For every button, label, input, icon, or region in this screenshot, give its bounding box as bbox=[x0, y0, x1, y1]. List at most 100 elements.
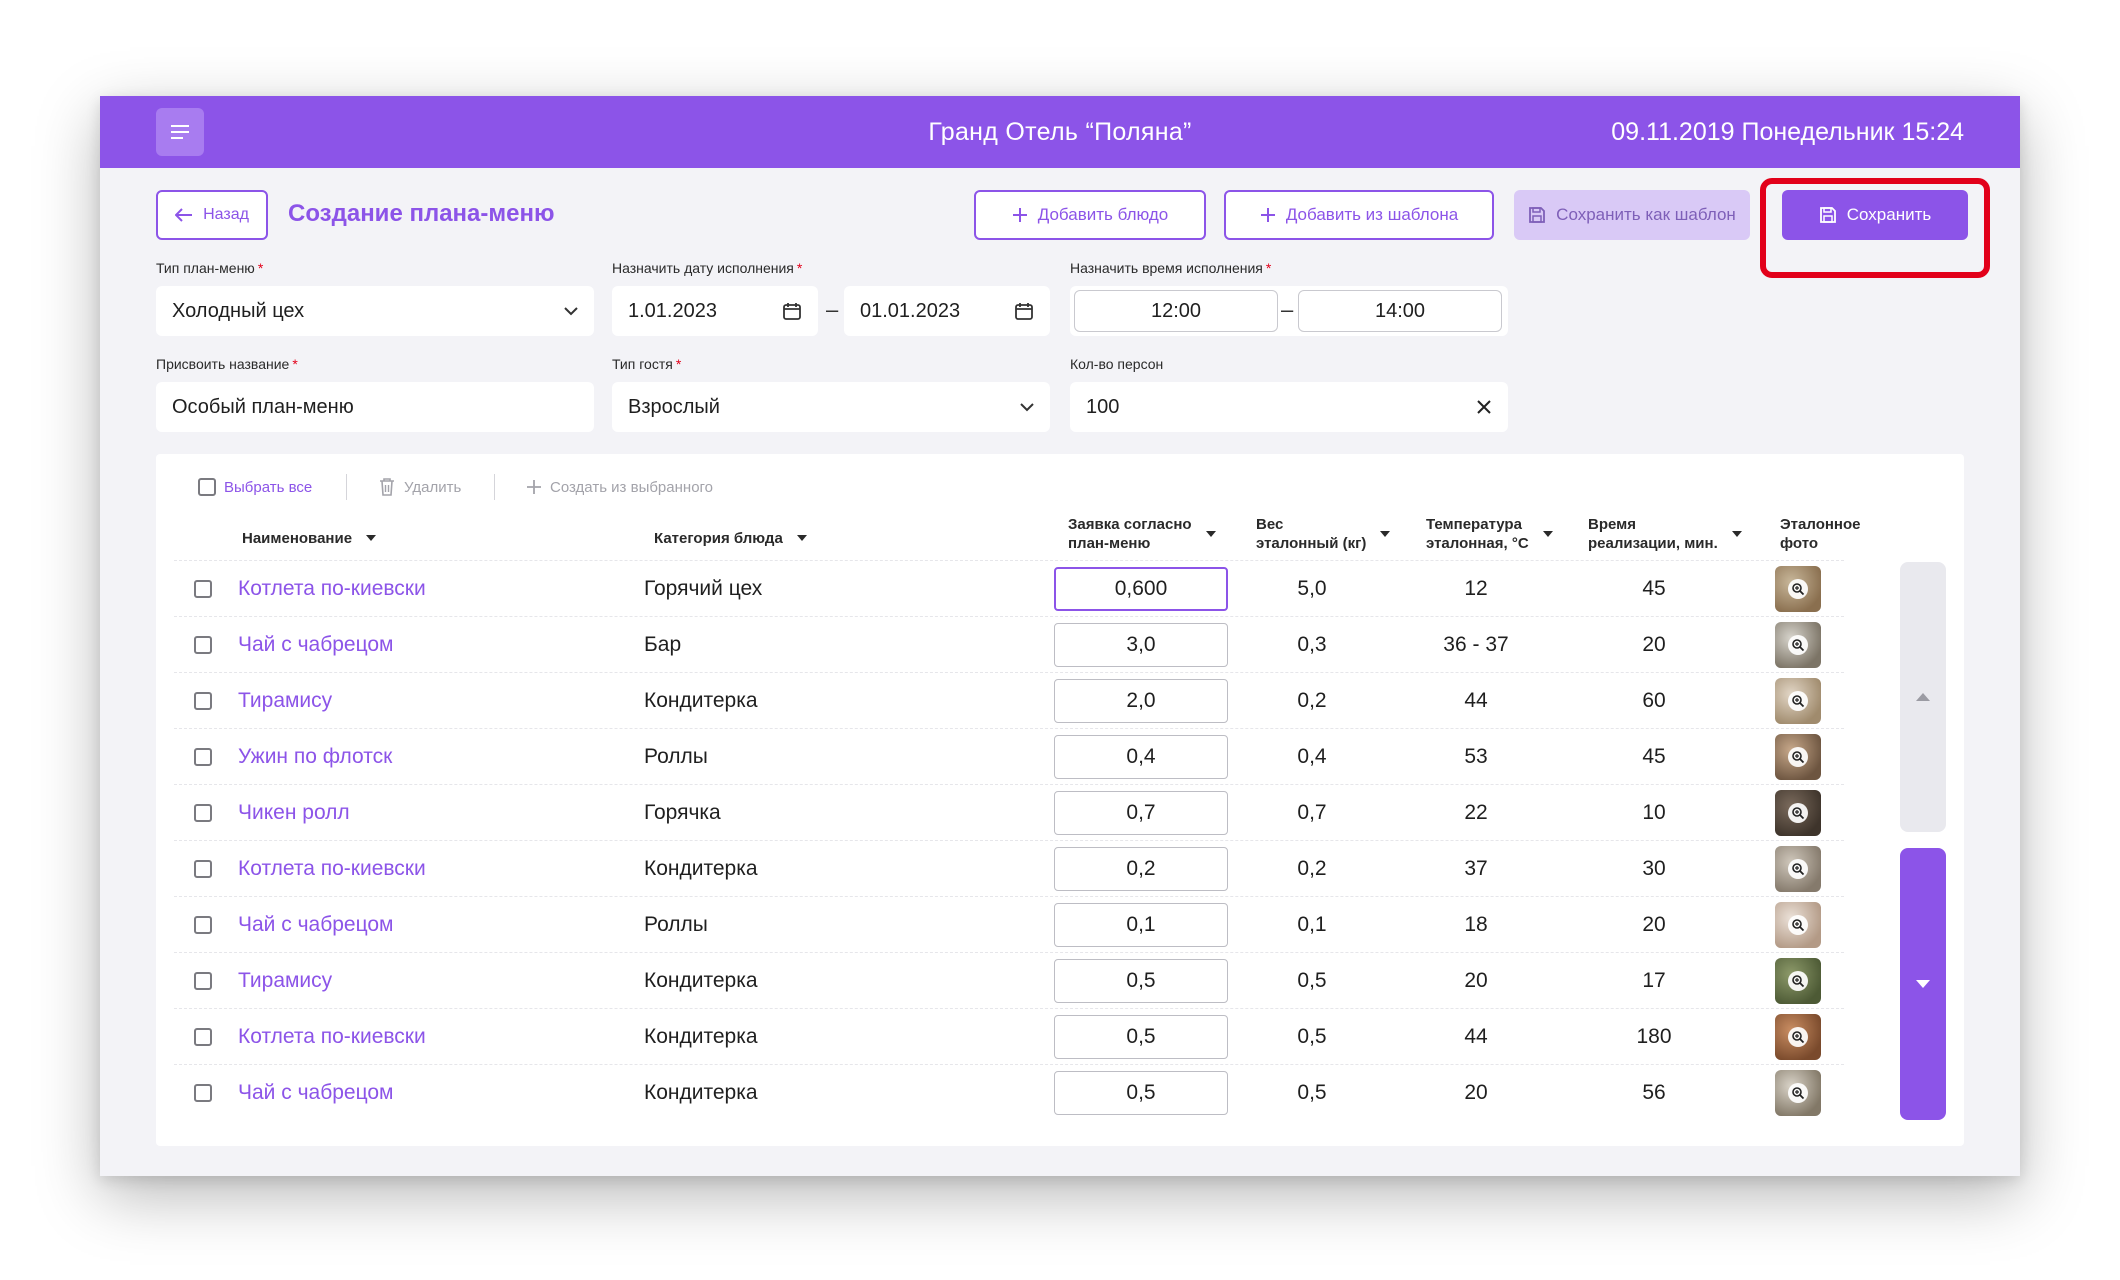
table-row: Котлета по-киевски Горячий цех 0,600 5,0… bbox=[174, 560, 1844, 616]
row-checkbox[interactable] bbox=[194, 636, 212, 654]
reference-photo-thumbnail[interactable] bbox=[1775, 678, 1821, 724]
qty-input[interactable]: 0,7 bbox=[1054, 791, 1228, 835]
add-from-template-button[interactable]: Добавить из шаблона bbox=[1224, 190, 1494, 240]
reference-photo-thumbnail[interactable] bbox=[1775, 1070, 1821, 1116]
reference-photo-thumbnail[interactable] bbox=[1775, 790, 1821, 836]
photo-cell bbox=[1774, 953, 1822, 1009]
row-checkbox[interactable] bbox=[194, 972, 212, 990]
reference-photo-thumbnail[interactable] bbox=[1775, 902, 1821, 948]
time-from-field[interactable]: 12:00 bbox=[1074, 290, 1278, 332]
dish-name-link[interactable]: Чай с чабрецом bbox=[238, 633, 394, 656]
row-checkbox[interactable] bbox=[194, 1084, 212, 1102]
row-checkbox-cell bbox=[194, 897, 212, 953]
persons-input[interactable]: 100 bbox=[1070, 382, 1508, 432]
menu-type-label: Тип план-меню * bbox=[156, 260, 264, 276]
zoom-in-icon bbox=[1788, 859, 1808, 879]
reference-photo-thumbnail[interactable] bbox=[1775, 958, 1821, 1004]
weight-value: 0,7 bbox=[1297, 801, 1327, 824]
weight-value: 0,1 bbox=[1297, 913, 1327, 936]
qty-input[interactable]: 0,5 bbox=[1054, 1071, 1228, 1115]
date-to-field[interactable]: 01.01.2023 bbox=[844, 286, 1050, 336]
table-body: Котлета по-киевски Горячий цех 0,600 5,0… bbox=[174, 560, 1844, 1120]
reference-photo-thumbnail[interactable] bbox=[1775, 846, 1821, 892]
save-button[interactable]: Сохранить bbox=[1782, 190, 1968, 240]
dish-name-link[interactable]: Чай с чабрецом bbox=[238, 1081, 394, 1104]
qty-input[interactable]: 0,4 bbox=[1054, 735, 1228, 779]
reference-photo-thumbnail[interactable] bbox=[1775, 622, 1821, 668]
row-checkbox[interactable] bbox=[194, 692, 212, 710]
dish-name-link[interactable]: Чай с чабрецом bbox=[238, 913, 394, 936]
zoom-in-icon bbox=[1788, 747, 1808, 767]
qty-input[interactable]: 2,0 bbox=[1054, 679, 1228, 723]
floppy-disk-icon bbox=[1819, 207, 1836, 223]
reference-photo-thumbnail[interactable] bbox=[1775, 1014, 1821, 1060]
column-header-weight[interactable]: Вес эталонный (кг) bbox=[1256, 514, 1391, 554]
qty-input[interactable]: 0,5 bbox=[1054, 959, 1228, 1003]
sort-arrow-icon bbox=[1205, 531, 1216, 537]
delete-action[interactable]: Удалить bbox=[378, 472, 461, 502]
dish-name-link[interactable]: Ужин по флотск bbox=[238, 745, 393, 768]
row-checkbox[interactable] bbox=[194, 804, 212, 822]
dishes-table-panel: Выбрать все Удалить Создать из выбранног… bbox=[156, 454, 1964, 1146]
dish-category: Горячий цех bbox=[644, 577, 763, 600]
row-checkbox-cell bbox=[194, 617, 212, 673]
select-all-action[interactable]: Выбрать все bbox=[198, 472, 312, 502]
photo-cell bbox=[1774, 1009, 1822, 1065]
qty-cell: 3,0 bbox=[1054, 617, 1228, 673]
column-header-temp[interactable]: Температура эталонная, °С bbox=[1426, 514, 1553, 554]
temperature-value: 20 bbox=[1464, 969, 1488, 992]
column-header-name[interactable]: Наименование bbox=[242, 518, 377, 558]
row-checkbox[interactable] bbox=[194, 916, 212, 934]
column-header-category[interactable]: Категория блюда bbox=[654, 518, 807, 558]
dish-name-link[interactable]: Котлета по-киевски bbox=[238, 1025, 426, 1048]
scroll-up-button[interactable] bbox=[1900, 562, 1946, 832]
row-checkbox[interactable] bbox=[194, 580, 212, 598]
time-value: 45 bbox=[1642, 745, 1666, 768]
back-button[interactable]: Назад bbox=[156, 190, 268, 240]
photo-cell bbox=[1774, 897, 1822, 953]
save-as-template-button[interactable]: Сохранить как шаблон bbox=[1514, 190, 1750, 240]
dish-name-link[interactable]: Чикен ролл bbox=[238, 801, 350, 824]
qty-input[interactable]: 0,600 bbox=[1054, 567, 1228, 611]
date-from-field[interactable]: 1.01.2023 bbox=[612, 286, 818, 336]
row-checkbox[interactable] bbox=[194, 748, 212, 766]
row-checkbox[interactable] bbox=[194, 860, 212, 878]
qty-input[interactable]: 0,2 bbox=[1054, 847, 1228, 891]
close-icon[interactable] bbox=[1476, 399, 1492, 415]
dish-name-link[interactable]: Котлета по-киевски bbox=[238, 577, 426, 600]
time-to-field[interactable]: 14:00 bbox=[1298, 290, 1502, 332]
scroll-down-button[interactable] bbox=[1900, 848, 1946, 1120]
qty-input[interactable]: 3,0 bbox=[1054, 623, 1228, 667]
reference-photo-thumbnail[interactable] bbox=[1775, 566, 1821, 612]
zoom-in-icon bbox=[1788, 1027, 1808, 1047]
column-header-time[interactable]: Время реализации, мин. bbox=[1588, 514, 1742, 554]
add-dish-button[interactable]: Добавить блюдо bbox=[974, 190, 1206, 240]
table-row: Чикен ролл Горячка 0,7 0,7 22 10 bbox=[174, 784, 1844, 840]
menu-type-select[interactable]: Холодный цех bbox=[156, 286, 594, 336]
chevron-down-icon bbox=[1020, 402, 1034, 411]
zoom-in-icon bbox=[1788, 915, 1808, 935]
guest-type-select[interactable]: Взрослый bbox=[612, 382, 1050, 432]
row-checkbox[interactable] bbox=[194, 1028, 212, 1046]
date-to-value: 01.01.2023 bbox=[860, 299, 961, 322]
time-label: Назначить время исполнения * bbox=[1070, 260, 1272, 276]
temperature-value: 36 - 37 bbox=[1443, 633, 1509, 656]
dish-name-link[interactable]: Тирамису bbox=[238, 689, 333, 712]
select-all-checkbox[interactable] bbox=[198, 478, 216, 496]
time-value: 30 bbox=[1642, 857, 1666, 880]
create-from-selected-action[interactable]: Создать из выбранного bbox=[526, 472, 713, 502]
photo-cell bbox=[1774, 785, 1822, 841]
qty-input[interactable]: 0,5 bbox=[1054, 1015, 1228, 1059]
qty-cell: 0,5 bbox=[1054, 953, 1228, 1009]
date-from-value: 1.01.2023 bbox=[628, 299, 717, 322]
qty-input[interactable]: 0,1 bbox=[1054, 903, 1228, 947]
menu-button[interactable] bbox=[156, 108, 204, 156]
column-header-qty[interactable]: Заявка согласно план-меню bbox=[1068, 514, 1216, 554]
dish-name-link[interactable]: Котлета по-киевски bbox=[238, 857, 426, 880]
name-input[interactable]: Особый план-меню bbox=[156, 382, 594, 432]
time-range-dash: – bbox=[1281, 297, 1294, 322]
reference-photo-thumbnail[interactable] bbox=[1775, 734, 1821, 780]
weight-value: 0,5 bbox=[1297, 1025, 1327, 1048]
photo-cell bbox=[1774, 617, 1822, 673]
dish-name-link[interactable]: Тирамису bbox=[238, 969, 333, 992]
